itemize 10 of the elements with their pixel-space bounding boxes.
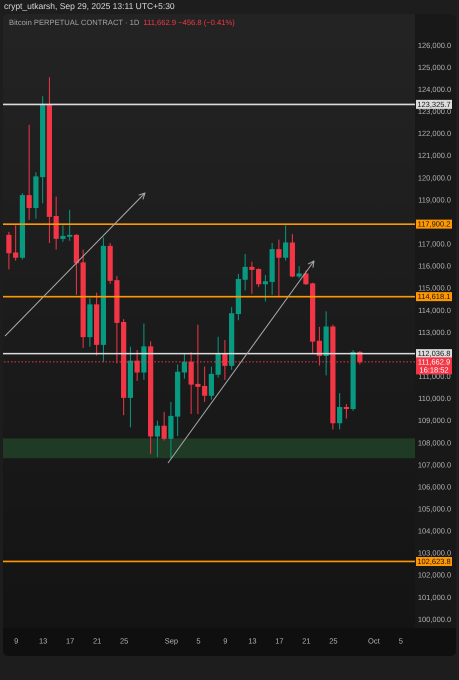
candlestick xyxy=(337,392,342,430)
candlestick xyxy=(276,239,282,296)
candlestick xyxy=(154,420,160,458)
text: crypt_utkarsh, Sep 29, 2025 13:11 UTC+5:30 xyxy=(4,1,175,12)
candlestick xyxy=(182,352,187,380)
candlestick xyxy=(283,224,288,262)
candlestick xyxy=(26,124,32,220)
candlestick xyxy=(162,411,167,442)
candlestick xyxy=(296,266,302,279)
candlestick xyxy=(344,404,349,419)
